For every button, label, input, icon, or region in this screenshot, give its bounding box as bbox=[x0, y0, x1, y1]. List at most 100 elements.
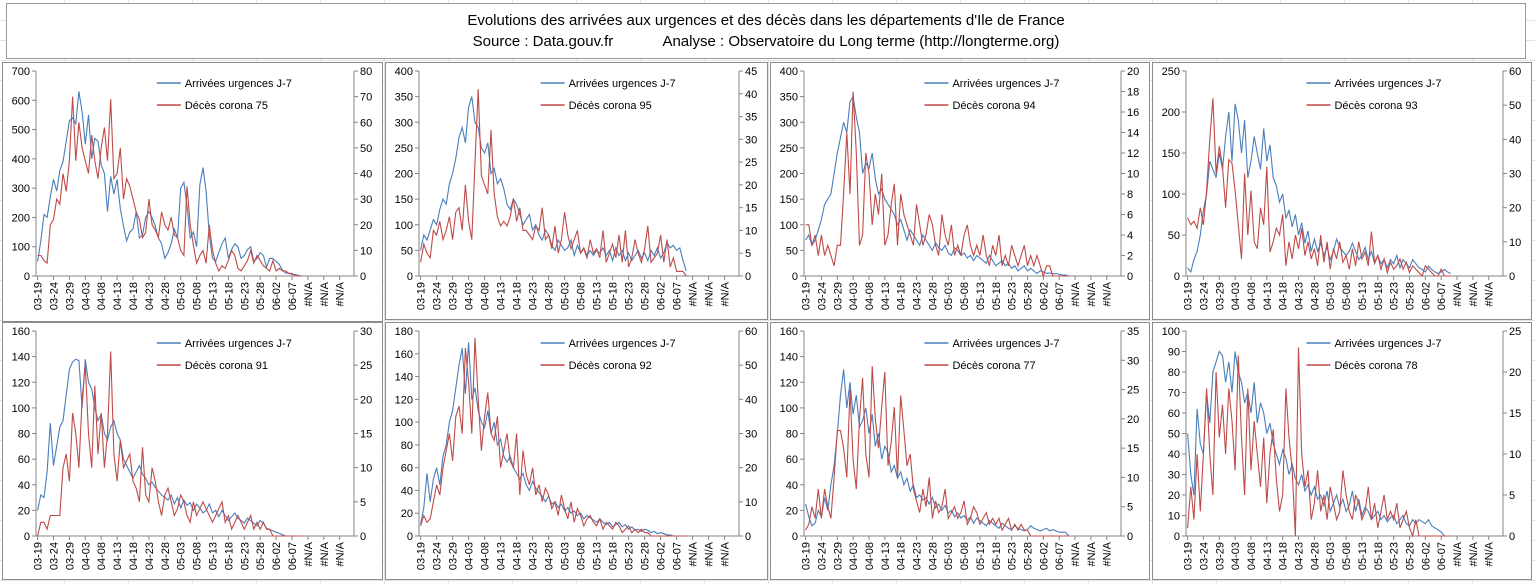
left-tick-label: 80 bbox=[1168, 367, 1180, 379]
x-tick-label: 03-19 bbox=[416, 542, 428, 570]
left-tick-label: 400 bbox=[12, 154, 30, 166]
x-tick-label: 04-13 bbox=[112, 282, 124, 310]
x-tick-label: 05-08 bbox=[959, 282, 971, 310]
right-tick-label: 20 bbox=[1509, 367, 1521, 379]
left-tick-label: 600 bbox=[12, 95, 30, 107]
x-tick-label: 05-28 bbox=[255, 542, 267, 570]
left-tick-label: 50 bbox=[1168, 429, 1180, 441]
x-tick-label: 05-18 bbox=[1373, 542, 1385, 570]
chart-92[interactable]: 0 20 40 60 80 100 120 140 160 180 0 10 20 30 40 50 60 03-… bbox=[385, 322, 768, 580]
right-tick-label: 30 bbox=[745, 134, 757, 146]
legend-deces-label: Décès corona 92 bbox=[569, 360, 652, 372]
left-tick-label: 120 bbox=[780, 377, 798, 389]
right-tick-label: 5 bbox=[1127, 502, 1133, 514]
chart-78[interactable]: 0 10 20 30 40 50 60 70 80 90 100 0 5 10 15 20 25 03-19 03-… bbox=[1152, 322, 1532, 580]
x-tick-label: 05-23 bbox=[1389, 282, 1401, 310]
deces-line bbox=[805, 366, 1069, 537]
x-tick-label: 04-28 bbox=[544, 282, 556, 310]
x-tick-label: 03-19 bbox=[1183, 282, 1195, 310]
chart-91[interactable]: 0 20 40 60 80 100 120 140 160 0 5 10 15 20 25 30 03-19 03… bbox=[2, 322, 383, 580]
x-tick-label: 05-08 bbox=[1341, 282, 1353, 310]
chart-svg: 0 100 200 300 400 500 600 700 0 10 20 30 40 50 60 70 80 0… bbox=[12, 66, 373, 310]
chart-93[interactable]: 0 50 100 150 200 250 0 10 20 30 40 50 60 03-19 03-24 03… bbox=[1152, 62, 1532, 320]
x-tick-label: #N/A bbox=[704, 541, 716, 566]
x-tick-label: 04-08 bbox=[1246, 542, 1258, 570]
chart-95[interactable]: 0 50 100 150 200 250 300 350 400 0 5 10 15 20 25 30 35 40… bbox=[385, 62, 768, 320]
right-tick-label: 45 bbox=[745, 66, 757, 78]
x-tick-label: 03-24 bbox=[1198, 542, 1210, 570]
x-tick-label: 04-13 bbox=[496, 542, 508, 570]
x-tick-label: #N/A bbox=[335, 541, 347, 566]
left-tick-label: 0 bbox=[1174, 271, 1180, 283]
x-tick-label: 05-23 bbox=[239, 282, 251, 310]
right-tick-label: 8 bbox=[1127, 189, 1133, 201]
right-tick-label: 60 bbox=[745, 326, 757, 338]
x-tick-label: #N/A bbox=[1468, 281, 1480, 306]
right-tick-label: 0 bbox=[1509, 531, 1515, 543]
x-tick-label: 05-08 bbox=[959, 542, 971, 570]
x-tick-label: 04-03 bbox=[1230, 542, 1242, 570]
x-tick-label: 04-18 bbox=[512, 542, 524, 570]
x-tick-label: 03-24 bbox=[48, 282, 60, 310]
left-tick-label: 100 bbox=[12, 403, 30, 415]
x-tick-label: 06-02 bbox=[1038, 282, 1050, 310]
deces-line bbox=[1187, 98, 1451, 278]
x-tick-label: 06-07 bbox=[1436, 542, 1448, 570]
left-tick-label: 250 bbox=[395, 143, 413, 155]
x-tick-label: 04-23 bbox=[912, 542, 924, 570]
x-tick-label: 04-13 bbox=[880, 282, 892, 310]
left-tick-label: 60 bbox=[18, 454, 30, 466]
x-tick-label: 05-18 bbox=[608, 542, 620, 570]
right-tick-label: 6 bbox=[1127, 210, 1133, 222]
x-tick-label: 04-28 bbox=[1309, 542, 1321, 570]
right-tick-label: 60 bbox=[1509, 66, 1521, 78]
x-tick-label: 04-13 bbox=[1262, 542, 1274, 570]
legend-deces-label: Décès corona 78 bbox=[1334, 360, 1417, 372]
right-tick-label: 20 bbox=[360, 394, 372, 406]
x-tick-label: 04-28 bbox=[544, 542, 556, 570]
right-tick-label: 60 bbox=[360, 117, 372, 129]
x-tick-label: 04-28 bbox=[927, 282, 939, 310]
right-tick-label: 15 bbox=[745, 203, 757, 215]
left-tick-label: 40 bbox=[18, 480, 30, 492]
right-tick-label: 20 bbox=[360, 220, 372, 232]
x-tick-label: 05-13 bbox=[975, 542, 987, 570]
right-tick-label: 16 bbox=[1127, 107, 1139, 119]
x-tick-label: 04-03 bbox=[1230, 282, 1242, 310]
left-tick-label: 70 bbox=[1168, 388, 1180, 400]
left-tick-label: 100 bbox=[1162, 326, 1180, 338]
left-tick-label: 90 bbox=[1168, 347, 1180, 359]
x-tick-label: 03-24 bbox=[816, 542, 828, 570]
x-tick-label: 04-28 bbox=[927, 542, 939, 570]
x-tick-label: 04-13 bbox=[1262, 282, 1274, 310]
x-tick-label: 05-13 bbox=[207, 282, 219, 310]
left-tick-label: 200 bbox=[780, 169, 798, 181]
deces-line bbox=[420, 89, 687, 277]
x-tick-label: 04-03 bbox=[80, 542, 92, 570]
x-tick-label: 05-28 bbox=[640, 542, 652, 570]
right-tick-label: 10 bbox=[360, 245, 372, 257]
x-tick-label: 05-03 bbox=[1325, 542, 1337, 570]
left-tick-label: 0 bbox=[24, 271, 30, 283]
chart-77[interactable]: 0 20 40 60 80 100 120 140 160 0 5 10 15 20 25 30 35 03-19… bbox=[770, 322, 1150, 580]
x-tick-label: 06-02 bbox=[271, 542, 283, 570]
x-tick-label: 03-29 bbox=[1214, 542, 1226, 570]
x-tick-label: #N/A bbox=[720, 281, 732, 306]
right-tick-label: 10 bbox=[360, 463, 372, 475]
chart-75[interactable]: 0 100 200 300 400 500 600 700 0 10 20 30 40 50 60 70 80 0… bbox=[2, 62, 383, 322]
x-tick-label: 05-18 bbox=[1373, 282, 1385, 310]
x-tick-label: #N/A bbox=[1070, 541, 1082, 566]
left-tick-label: 200 bbox=[395, 169, 413, 181]
right-tick-label: 20 bbox=[1127, 414, 1139, 426]
urgences-line bbox=[1187, 350, 1451, 537]
x-tick-label: 04-28 bbox=[1309, 282, 1321, 310]
left-tick-label: 100 bbox=[395, 220, 413, 232]
x-tick-label: 05-23 bbox=[624, 542, 636, 570]
x-tick-label: 05-13 bbox=[592, 542, 604, 570]
chart-94[interactable]: 0 50 100 150 200 250 300 350 400 0 2 4 6 8 10 12 14 16 18 2… bbox=[770, 62, 1150, 320]
x-tick-label: 05-08 bbox=[192, 282, 204, 310]
x-tick-label: 06-02 bbox=[656, 282, 668, 310]
legend-deces-label: Décès corona 94 bbox=[952, 100, 1035, 112]
chart-svg: 0 50 100 150 200 250 300 350 400 0 2 4 6 8 10 12 14 16 18 2… bbox=[780, 66, 1140, 310]
right-tick-label: 35 bbox=[1127, 326, 1139, 338]
